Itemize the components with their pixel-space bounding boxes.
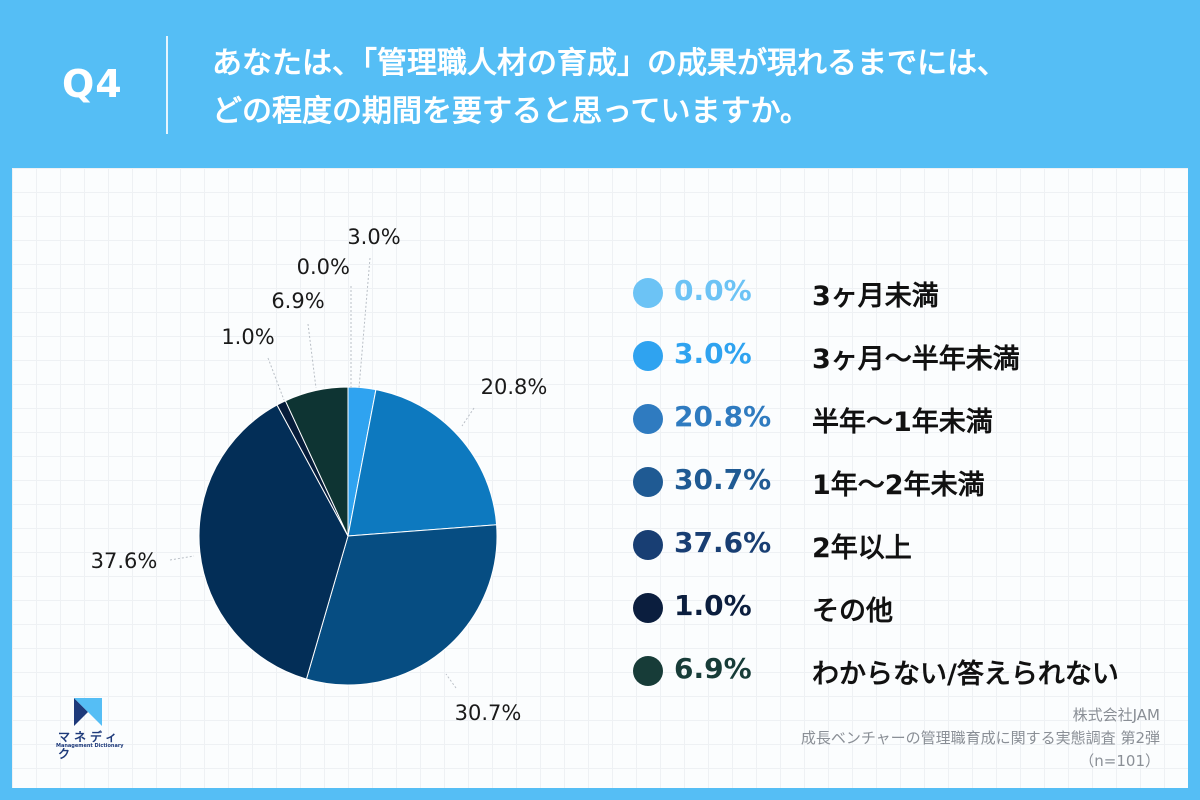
legend-swatch (633, 278, 663, 308)
question-number: Q4 (62, 62, 123, 106)
slice-percent-label: 0.0% (297, 255, 350, 279)
brand-logo: マネディク Management Dictionary (50, 690, 126, 761)
legend-label: 半年〜1年未満 (812, 407, 993, 438)
legend-swatch (633, 341, 663, 371)
legend-label: 1年〜2年未満 (812, 470, 985, 501)
logo-mark-icon (74, 698, 102, 726)
legend-swatch (633, 530, 663, 560)
header-divider (166, 36, 168, 134)
question-text: あなたは、「管理職人材の育成」の成果が現れるまでには、 どの程度の期間を要すると… (212, 40, 1172, 136)
pie-slice (305, 524, 498, 686)
legend-percent: 30.7% (674, 463, 772, 496)
legend-label: その他 (812, 596, 893, 627)
source-survey: 成長ベンチャーの管理職育成に関する実態調査 第2弾 (800, 729, 1160, 747)
pie-slice (284, 386, 349, 537)
legend-percent: 3.0% (674, 337, 752, 370)
question-line-2: どの程度の期間を要すると思っていますか。 (212, 94, 810, 129)
leader-line (461, 407, 475, 427)
pie-slice (347, 389, 498, 537)
legend-label: 3ヶ月〜半年未満 (812, 344, 1020, 375)
legend-percent: 1.0% (674, 589, 752, 622)
slice-percent-label: 20.8% (481, 375, 548, 399)
leader-line (267, 357, 285, 401)
leader-line (307, 323, 317, 389)
legend-label: 3ヶ月未満 (812, 281, 939, 312)
legend-percent: 37.6% (674, 526, 772, 559)
legend-swatch (633, 467, 663, 497)
question-line-1: あなたは、「管理職人材の育成」の成果が現れるまでには、 (212, 46, 1007, 81)
slice-percent-label: 6.9% (271, 289, 324, 313)
legend-swatch (633, 404, 663, 434)
logo-subtitle: Management Dictionary (56, 743, 124, 749)
leader-line (169, 555, 195, 561)
slice-percent-label: 1.0% (221, 325, 274, 349)
slice-percent-label: 30.7% (455, 701, 522, 725)
legend-label: わからない/答えられない (812, 659, 1119, 690)
source-sample-size: （n=101） (1079, 752, 1160, 770)
slice-percent-label: 37.6% (91, 549, 158, 573)
legend-percent: 0.0% (674, 274, 752, 307)
logo-name: マネディク (58, 730, 122, 761)
chart-panel: 0.0% 3.0% 20.8% 30.7% 37.6% 1.0% 6.9% 0.0% 3ヶ月未… (12, 168, 1188, 788)
legend-percent: 20.8% (674, 400, 772, 433)
legend-percent: 6.9% (674, 652, 752, 685)
source-note: 株式会社JAM 成長ベンチャーの管理職育成に関する実態調査 第2弾 （n=101… (801, 704, 1160, 773)
header-bar: Q4 あなたは、「管理職人材の育成」の成果が現れるまでには、 どの程度の期間を要… (0, 0, 1200, 168)
leader-line (445, 673, 457, 689)
leader-line (358, 257, 371, 389)
legend-swatch (633, 593, 663, 623)
source-company: 株式会社JAM (1072, 706, 1160, 724)
slice-percent-label: 3.0% (347, 225, 400, 249)
pie-slice (198, 404, 349, 680)
legend-swatch (633, 656, 663, 686)
legend-label: 2年以上 (812, 533, 912, 564)
pie-chart: 0.0% 3.0% 20.8% 30.7% 37.6% 1.0% 6.9% (91, 225, 548, 725)
